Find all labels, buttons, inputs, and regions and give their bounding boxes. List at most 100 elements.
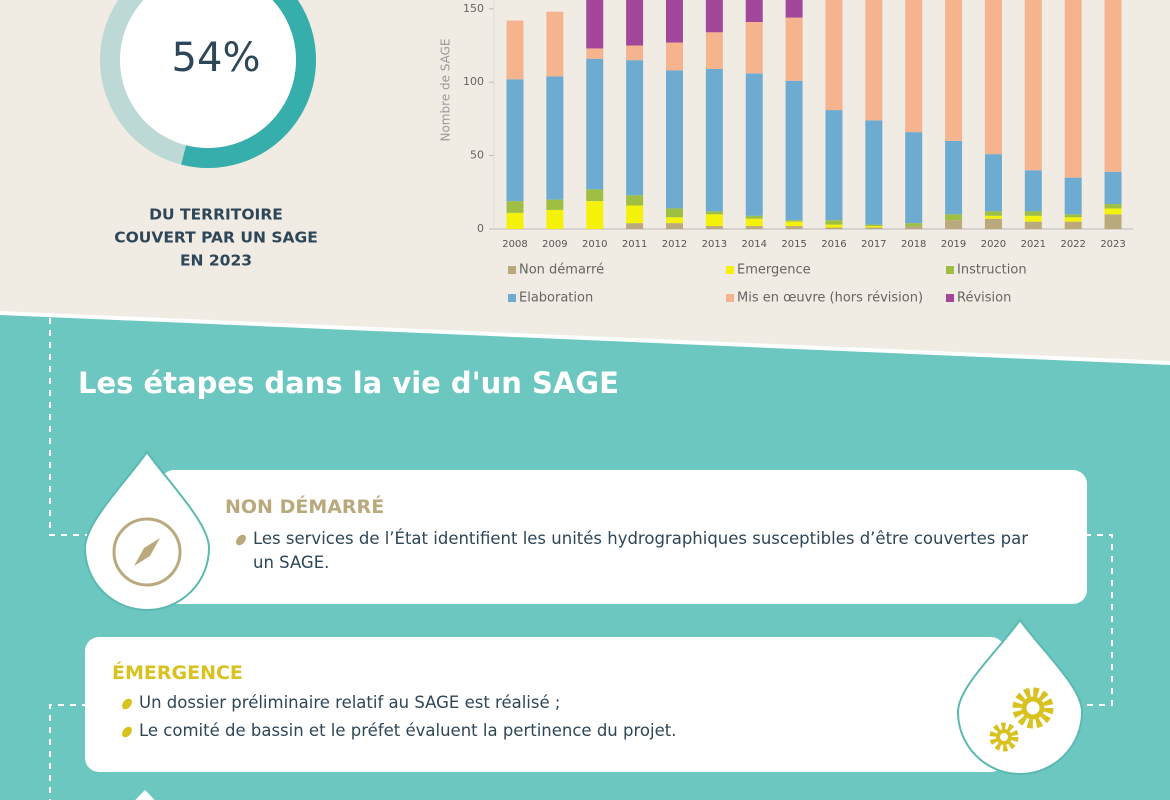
bar-segment (1064, 217, 1082, 222)
bar-segment (1064, 221, 1082, 229)
bar-segment (1104, 204, 1122, 209)
bar-segment (586, 58, 604, 190)
x-tick-label: 2009 (542, 239, 567, 250)
bar-segment (665, 208, 683, 218)
bar-segment (785, 80, 803, 221)
bar-segment (785, 17, 803, 81)
bar-segment (705, 226, 723, 229)
bar-segment (984, 211, 1002, 216)
bar-segment (626, 0, 644, 46)
connector (49, 318, 1113, 800)
bar-segment (626, 205, 644, 224)
legend-swatch (508, 294, 516, 302)
legend-label: Non démarré (519, 263, 604, 278)
bar-segment (825, 224, 843, 228)
bar-segment (705, 32, 723, 69)
bar-segment (506, 79, 524, 202)
bar-segment (1064, 0, 1082, 178)
legend-label: Mis en œuvre (hors révision) (737, 291, 923, 306)
x-tick-label: 2010 (582, 239, 607, 250)
step-bullet: Le comité de bassin et le préfet évaluen… (139, 721, 677, 740)
bar-segment (705, 211, 723, 215)
card (85, 637, 1005, 772)
drop-icon (83, 450, 211, 611)
bar-segment (905, 0, 923, 133)
step-title: NON DÉMARRÉ (225, 496, 385, 518)
bar-segment (1024, 170, 1042, 212)
x-tick-label: 2016 (821, 239, 846, 250)
bar-segment (1024, 0, 1042, 171)
donut-label: 54% (172, 35, 261, 81)
legend-swatch (946, 294, 954, 302)
bar-segment (586, 0, 604, 49)
legend-swatch (508, 266, 516, 274)
bar-segment (665, 0, 683, 43)
x-tick-label: 2008 (502, 239, 527, 250)
bar-segment (506, 201, 524, 213)
bar-segment (865, 227, 883, 229)
step-title: ÉMERGENCE (112, 662, 243, 684)
gears-icon (989, 687, 1054, 752)
bar-segment (865, 120, 883, 225)
bar-segment (1064, 214, 1082, 218)
bar-segment (506, 20, 524, 80)
x-tick-label: 2014 (741, 239, 766, 250)
bar-segment (945, 220, 963, 229)
y-tick-label: 0 (477, 222, 484, 235)
legend-label: Révision (957, 291, 1011, 306)
bar-segment (626, 60, 644, 196)
x-tick-label: 2018 (901, 239, 926, 250)
bar-segment (945, 0, 963, 141)
x-tick-label: 2011 (622, 239, 647, 250)
step-bullet: Un dossier préliminaire relatif au SAGE … (139, 693, 561, 712)
bar-segment (705, 68, 723, 212)
bar-segment (745, 218, 763, 227)
bar-segment (984, 0, 1002, 155)
bar-segment (665, 42, 683, 71)
bar-segment (825, 220, 843, 225)
bar-segment (745, 73, 763, 216)
x-tick-label: 2017 (861, 239, 886, 250)
x-tick-label: 2012 (662, 239, 687, 250)
bar-segment (546, 209, 564, 229)
bar-segment (945, 214, 963, 221)
bar-segment (506, 212, 524, 229)
bar-segment (825, 0, 843, 111)
y-tick-label: 150 (463, 2, 484, 15)
bar-segment (705, 214, 723, 227)
bar-segment (1024, 211, 1042, 216)
x-tick-label: 2015 (781, 239, 806, 250)
bar-segment (1104, 171, 1122, 205)
legend-label: Instruction (957, 263, 1027, 278)
bar-segment (905, 223, 923, 227)
legend-label: Elaboration (519, 291, 593, 306)
bar-segment (984, 154, 1002, 212)
bar-segment (745, 0, 763, 23)
bar-segment (945, 140, 963, 215)
bar-segment (1104, 208, 1122, 215)
bar-segment (626, 223, 644, 229)
legend-swatch (726, 294, 734, 302)
bar-segment (1104, 214, 1122, 229)
bar-segment (546, 76, 564, 200)
x-tick-label: 2013 (702, 239, 727, 250)
bar-segment (825, 227, 843, 229)
bar-segment (825, 110, 843, 221)
x-tick-label: 2021 (1021, 239, 1046, 250)
bar-segment (865, 0, 883, 121)
bar-segment (665, 217, 683, 224)
section-title: Les étapes dans la vie d'un SAGE (78, 366, 619, 400)
bar-segment (705, 0, 723, 33)
bar-segment (905, 226, 923, 229)
bar-segment (785, 220, 803, 222)
bar-segment (546, 199, 564, 210)
bar-segment (586, 201, 604, 229)
donut-hole (120, 0, 296, 148)
bar-segment (745, 226, 763, 229)
compass-icon (112, 517, 182, 587)
bar-segment (586, 48, 604, 59)
band-edge (0, 311, 1170, 365)
bar-segment (1104, 0, 1122, 172)
